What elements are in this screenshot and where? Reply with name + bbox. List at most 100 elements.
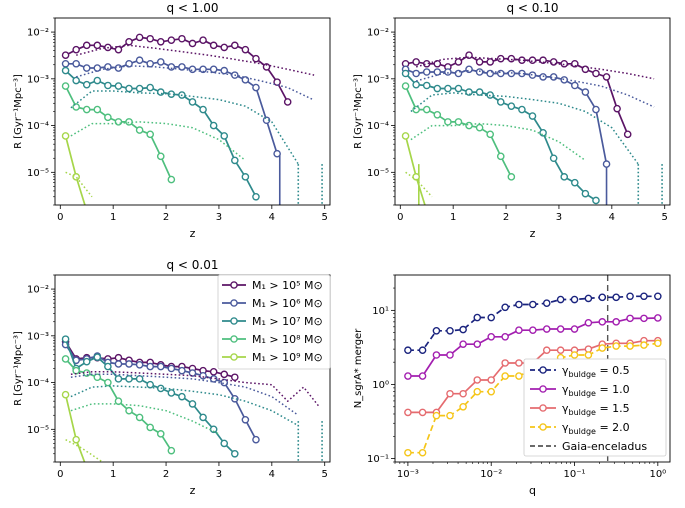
y-axis-label: R [Gyr⁻¹Mpc⁻³] bbox=[13, 331, 24, 406]
data-point bbox=[188, 39, 197, 48]
data-point bbox=[61, 51, 70, 60]
legend-label-main: γ bbox=[562, 421, 569, 434]
x-tick-label: 1 bbox=[110, 212, 116, 223]
x-tick-label: 5 bbox=[662, 212, 668, 223]
model-curve bbox=[75, 65, 315, 101]
data-point bbox=[231, 394, 239, 403]
data-point bbox=[231, 41, 239, 50]
legend-label-main: Gaia-enceladus bbox=[562, 440, 647, 453]
data-point bbox=[156, 152, 165, 161]
data-point bbox=[178, 34, 186, 43]
data-point bbox=[486, 130, 494, 139]
data-point bbox=[199, 105, 207, 114]
data-point bbox=[114, 375, 123, 383]
legend-label-sub: buldge bbox=[569, 408, 597, 417]
data-point bbox=[93, 64, 102, 72]
data-point bbox=[61, 66, 70, 75]
data-point bbox=[556, 325, 565, 333]
data-point bbox=[528, 56, 537, 65]
y-tick-label: 10⁻² bbox=[367, 28, 389, 39]
data-point bbox=[454, 118, 463, 126]
y-tick-label: 10⁻³ bbox=[367, 74, 389, 85]
data-point bbox=[570, 295, 579, 304]
data-point bbox=[104, 378, 112, 387]
data-point bbox=[231, 156, 239, 165]
y-tick-label: 10⁻¹ bbox=[367, 454, 389, 465]
data-point bbox=[199, 65, 207, 74]
data-point bbox=[401, 82, 410, 90]
data-point bbox=[518, 69, 526, 78]
y-tick-label: 10⁻⁵ bbox=[27, 425, 49, 436]
data-point bbox=[433, 110, 442, 119]
data-point bbox=[209, 41, 218, 50]
data-point bbox=[444, 84, 452, 93]
data-point bbox=[220, 132, 229, 140]
data-point bbox=[401, 69, 410, 78]
data-point bbox=[167, 175, 176, 184]
legend-marker bbox=[230, 335, 238, 343]
data-point bbox=[598, 344, 607, 352]
data-point bbox=[82, 41, 91, 50]
data-point bbox=[570, 351, 579, 359]
model-curve bbox=[415, 69, 655, 108]
x-tick-label: 10⁰ bbox=[649, 469, 666, 480]
data-point bbox=[72, 435, 80, 444]
data-point bbox=[72, 45, 80, 54]
data-point bbox=[487, 313, 496, 322]
data-point bbox=[231, 449, 239, 458]
x-tick-label: 10⁻² bbox=[480, 469, 502, 480]
data-point bbox=[515, 359, 523, 367]
data-point bbox=[465, 88, 473, 96]
data-point bbox=[412, 105, 420, 114]
data-point bbox=[114, 45, 123, 54]
data-point bbox=[539, 129, 547, 137]
data-point bbox=[93, 353, 102, 361]
data-point bbox=[433, 68, 442, 76]
legend-box bbox=[523, 358, 667, 457]
model-curve bbox=[65, 171, 93, 198]
data-point bbox=[623, 130, 632, 139]
legend-label: γbuldge = 2.0 bbox=[562, 421, 630, 436]
data-point bbox=[188, 400, 197, 408]
data-point bbox=[404, 408, 412, 417]
data-point bbox=[61, 132, 70, 140]
data-point bbox=[542, 325, 551, 333]
legend-label-sub: buldge bbox=[569, 389, 597, 398]
data-point bbox=[654, 314, 662, 322]
data-point bbox=[93, 41, 102, 50]
model-curve bbox=[410, 92, 639, 165]
y-tick-label: 10⁻⁴ bbox=[367, 121, 389, 132]
data-point bbox=[146, 423, 154, 432]
plot-area bbox=[61, 33, 323, 205]
x-tick-label: 5 bbox=[322, 212, 328, 223]
data-point bbox=[135, 126, 144, 134]
data-point bbox=[82, 80, 91, 89]
legend-label: M₁ > 10⁵ M⊙ bbox=[252, 279, 323, 292]
data-point bbox=[209, 367, 218, 376]
x-tick-label: 10⁻³ bbox=[397, 469, 419, 480]
x-tick-label: 4 bbox=[609, 212, 615, 223]
data-point bbox=[459, 389, 467, 398]
data-point bbox=[602, 73, 611, 81]
data-point bbox=[418, 448, 427, 457]
legend-label: M₁ > 10⁹ M⊙ bbox=[252, 351, 323, 364]
data-point bbox=[135, 56, 144, 65]
data-point bbox=[72, 173, 80, 181]
legend-marker bbox=[539, 366, 547, 374]
data-point bbox=[560, 173, 569, 181]
data-point bbox=[220, 66, 229, 75]
data-point bbox=[507, 173, 516, 181]
panel-title: q < 0.10 bbox=[506, 1, 558, 15]
legend-marker bbox=[539, 423, 547, 431]
y-tick-label: 10⁻³ bbox=[27, 74, 49, 85]
model-curve bbox=[70, 373, 299, 416]
data-point bbox=[84, 465, 90, 471]
model-curve bbox=[70, 403, 220, 435]
data-point bbox=[598, 318, 607, 326]
data-point bbox=[188, 65, 197, 74]
data-point bbox=[104, 81, 112, 90]
data-point bbox=[93, 105, 102, 114]
data-point bbox=[529, 300, 537, 309]
axes-frame bbox=[394, 274, 671, 463]
data-point bbox=[418, 408, 427, 417]
